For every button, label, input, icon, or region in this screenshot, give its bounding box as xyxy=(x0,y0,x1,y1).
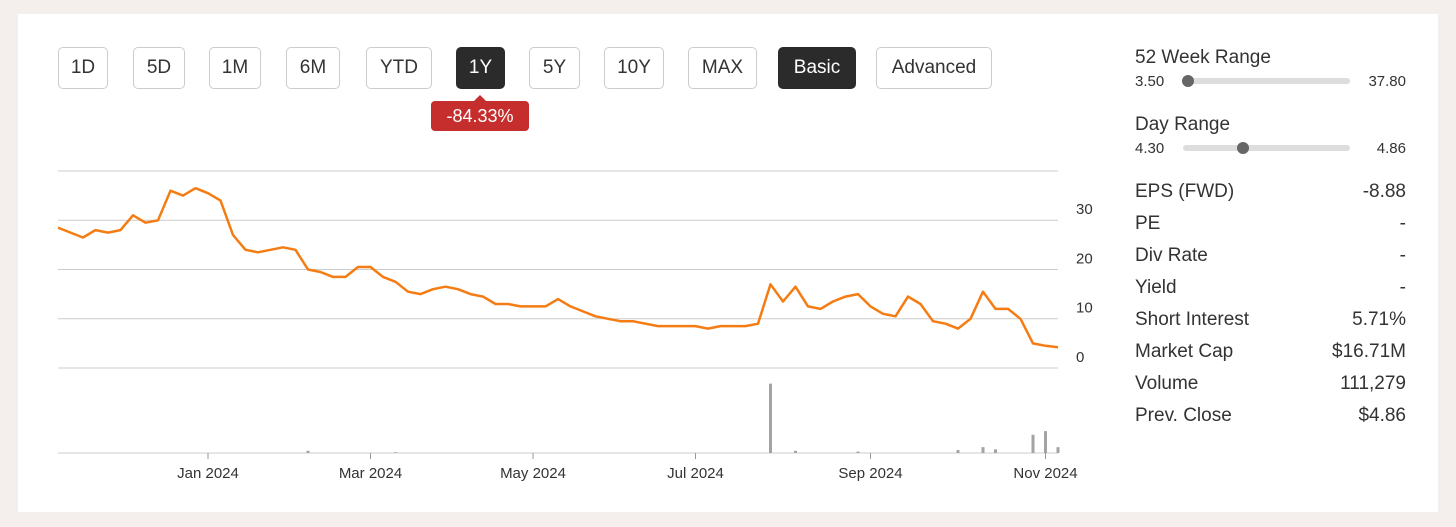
stat-value: - xyxy=(1399,213,1406,234)
range-high: 37.80 xyxy=(1368,73,1406,90)
stat-value: $16.71M xyxy=(1332,341,1406,362)
range-thumb xyxy=(1236,142,1249,154)
range-button[interactable]: MAX xyxy=(688,47,757,89)
stat-value: 111,279 xyxy=(1340,373,1406,394)
range-button[interactable]: 6M xyxy=(286,47,340,89)
stat-value: 5.71% xyxy=(1352,309,1406,330)
range-button[interactable]: 5Y xyxy=(529,47,580,89)
volume-bar xyxy=(306,450,310,453)
stat-label: EPS (FWD) xyxy=(1135,181,1235,202)
change-badge: -84.33% xyxy=(431,95,529,131)
range-low: 4.30 xyxy=(1135,140,1165,157)
stat-label: Volume xyxy=(1135,373,1199,394)
stat-label: Prev. Close xyxy=(1135,405,1232,426)
volume-bar xyxy=(856,451,860,453)
card xyxy=(18,14,1438,512)
range-label: 52 Week Range xyxy=(1135,47,1271,68)
volume-bar xyxy=(769,383,772,453)
range-button[interactable]: 10Y xyxy=(604,47,664,89)
volume-bar xyxy=(994,449,997,453)
range-button[interactable]: 5D xyxy=(133,47,185,89)
volume-bar xyxy=(794,450,797,453)
volume-bar xyxy=(1056,447,1060,453)
volume-bar xyxy=(1044,431,1047,453)
stat-value: - xyxy=(1399,245,1406,266)
range-button[interactable]: YTD xyxy=(366,47,432,89)
range-button[interactable]: Basic xyxy=(778,47,856,89)
stat-label: Div Rate xyxy=(1135,245,1208,266)
price-line xyxy=(57,186,1059,349)
stat-label: PE xyxy=(1135,213,1161,234)
range-low: 3.50 xyxy=(1135,73,1165,90)
y-tick-label: 0 xyxy=(1076,349,1084,366)
range-label: Day Range xyxy=(1135,114,1231,135)
range-high: 4.86 xyxy=(1376,140,1406,157)
stat-label: Short Interest xyxy=(1135,309,1250,330)
x-tick-label: Nov 2024 xyxy=(1013,465,1077,482)
x-tick-label: Mar 2024 xyxy=(339,465,402,482)
volume-bar xyxy=(394,452,397,453)
stat-label: Yield xyxy=(1135,277,1177,298)
range-track xyxy=(1183,78,1350,84)
stat-label: Market Cap xyxy=(1135,341,1234,362)
x-tick-label: Jul 2024 xyxy=(667,465,724,482)
volume-bar xyxy=(956,450,960,453)
range-track xyxy=(1183,145,1350,151)
range-thumb xyxy=(1181,75,1194,87)
y-tick-label: 10 xyxy=(1076,300,1093,317)
y-tick-label: 30 xyxy=(1076,201,1093,218)
volume-bar xyxy=(981,447,985,453)
y-tick-label: 20 xyxy=(1076,250,1093,267)
stat-value: - xyxy=(1399,277,1406,298)
range-button[interactable]: 1Y xyxy=(456,47,505,89)
range-button[interactable]: 1D xyxy=(58,47,108,89)
range-button[interactable]: 1M xyxy=(209,47,261,89)
x-tick-label: Sep 2024 xyxy=(838,465,902,482)
volume-bar xyxy=(1031,434,1035,453)
range-button[interactable]: Advanced xyxy=(876,47,992,89)
x-tick-label: May 2024 xyxy=(500,465,566,482)
stat-value: $4.86 xyxy=(1358,405,1406,426)
stat-value: -8.88 xyxy=(1362,181,1406,202)
x-tick-label: Jan 2024 xyxy=(177,465,239,482)
